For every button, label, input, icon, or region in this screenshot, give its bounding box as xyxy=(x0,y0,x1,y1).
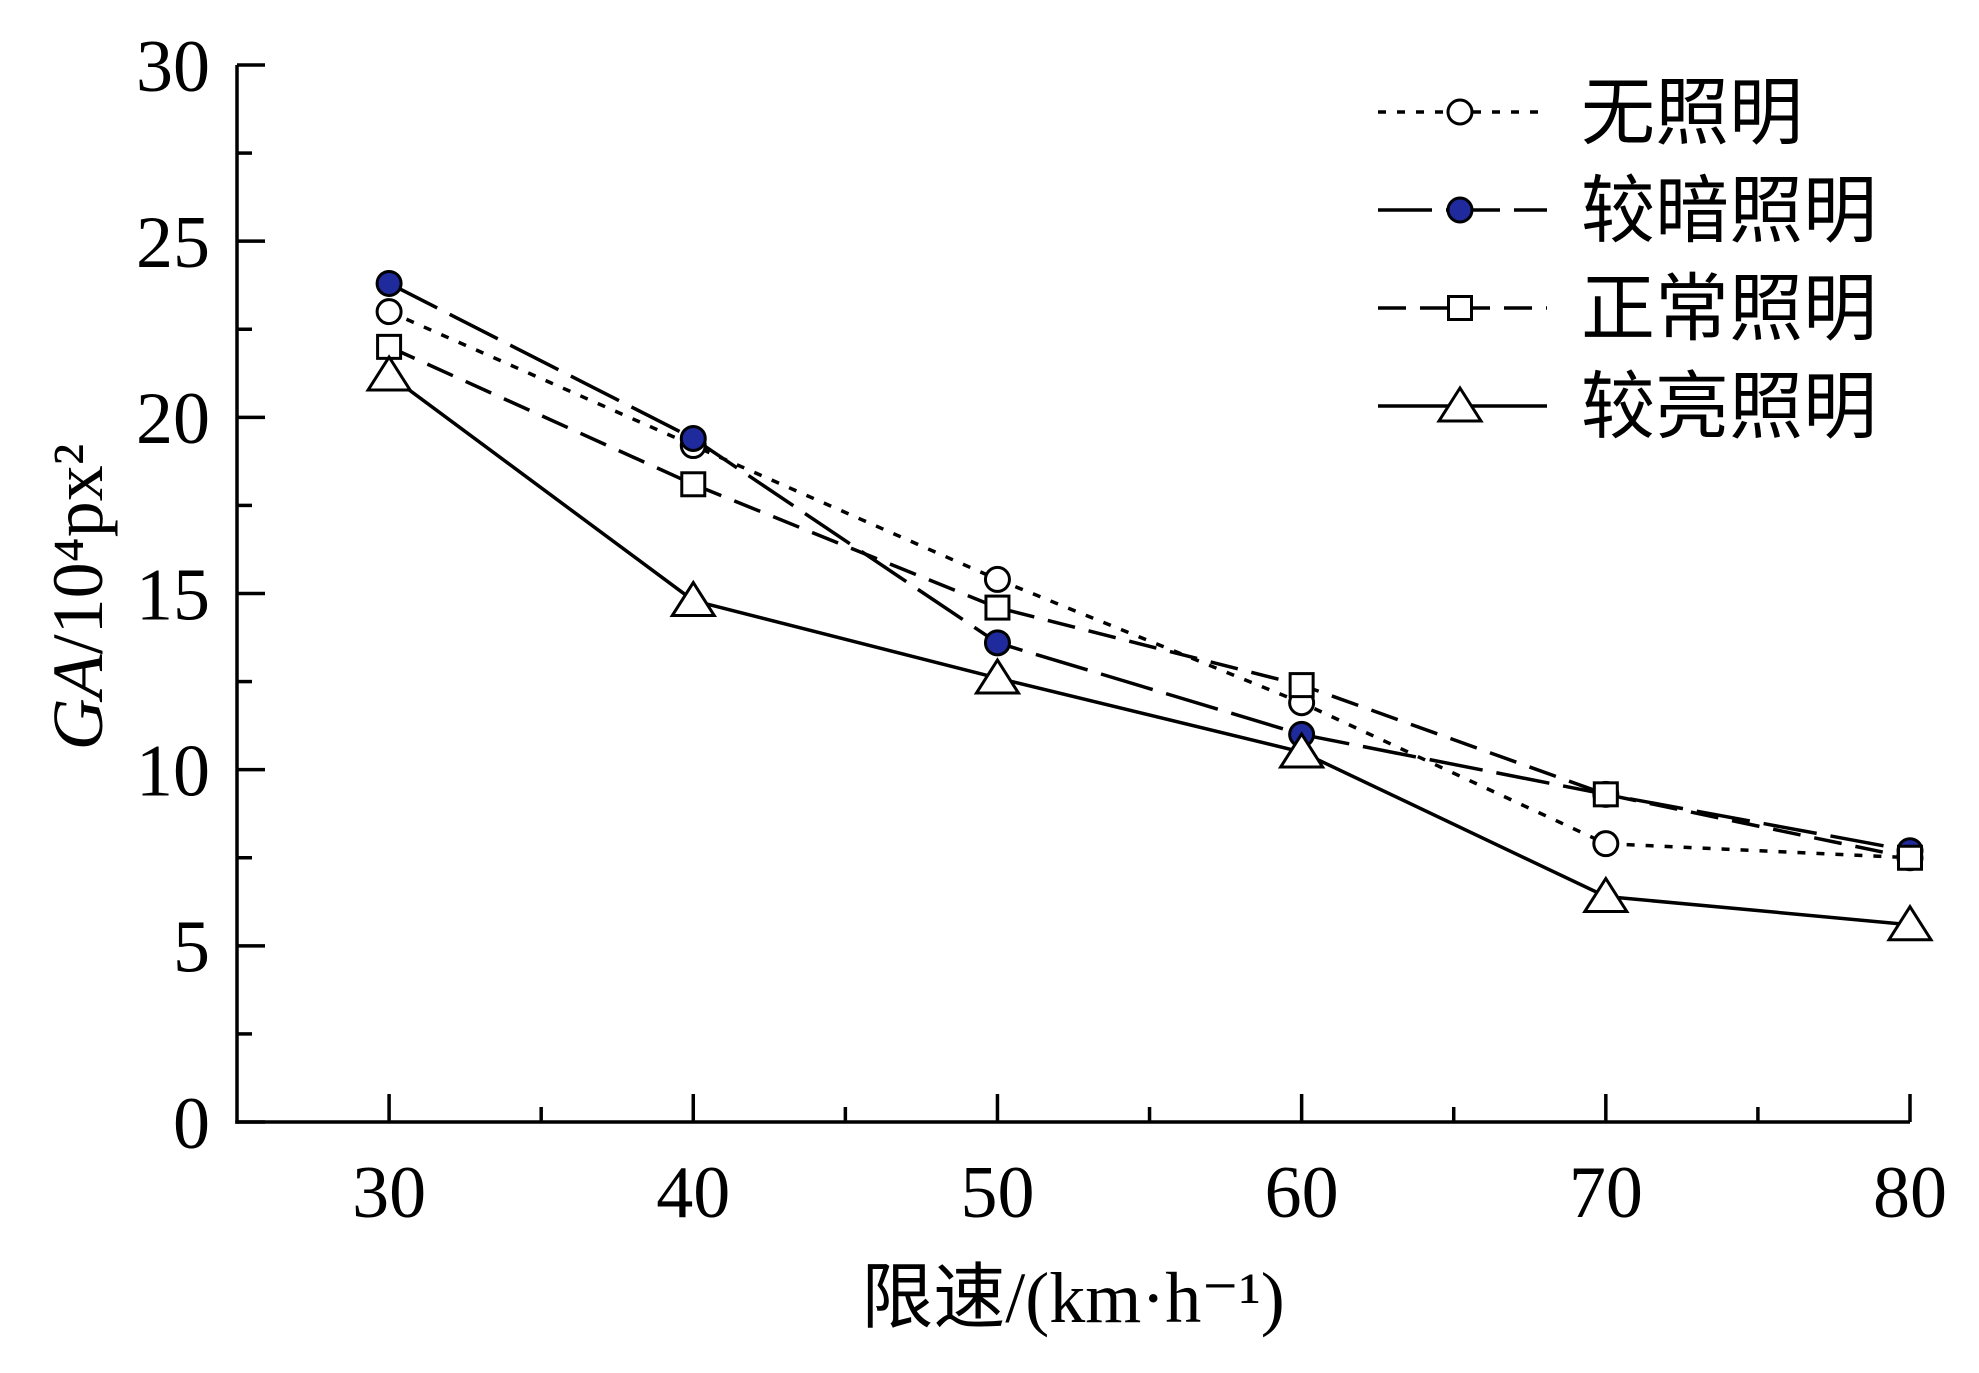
legend-label: 无照明 xyxy=(1581,73,1803,155)
y-tick-label: 25 xyxy=(136,202,210,284)
legend-label: 较暗照明 xyxy=(1581,171,1877,253)
x-tick-label: 60 xyxy=(1265,1152,1339,1234)
plot-series xyxy=(365,269,1934,942)
y-axis-label-unit: /10⁴px² xyxy=(38,444,118,655)
series-4-point xyxy=(1582,875,1630,914)
x-tick-label: 80 xyxy=(1873,1152,1947,1234)
series-4-point xyxy=(973,657,1022,695)
y-tick-label: 20 xyxy=(136,378,210,460)
series-1-point xyxy=(983,565,1011,593)
series-4-point xyxy=(365,354,413,392)
y-tick-label: 30 xyxy=(136,26,210,108)
y-tick-label: 0 xyxy=(173,1083,210,1165)
legend-item: 较亮照明 xyxy=(1378,367,1877,449)
x-axis-label: 限速/(km·h⁻¹) xyxy=(861,1258,1285,1338)
legend-marker xyxy=(1446,196,1474,224)
series-3-point xyxy=(1592,781,1619,808)
legend-label: 正常照明 xyxy=(1581,269,1877,351)
legend-item: 无照明 xyxy=(1378,73,1803,155)
series-4-point xyxy=(1886,903,1934,942)
legend-marker xyxy=(1436,385,1484,423)
y-tick-label: 5 xyxy=(173,907,210,989)
y-tick-label: 15 xyxy=(136,554,210,636)
series-4-point xyxy=(669,579,718,618)
legend-item: 正常照明 xyxy=(1378,269,1877,351)
y-tick-label: 10 xyxy=(136,731,210,813)
series-3-point xyxy=(984,594,1011,621)
x-tick-label: 50 xyxy=(960,1152,1034,1234)
axes: 0 5 10 15 20 25 30 30 40 50 60 70 80 xyxy=(136,26,1947,1234)
series-3-point xyxy=(680,471,707,498)
x-tick-label: 30 xyxy=(352,1152,426,1234)
series-2-point xyxy=(375,269,403,297)
legend-marker xyxy=(1447,295,1473,321)
series-3-point xyxy=(1897,844,1923,871)
series-3-point xyxy=(1288,672,1315,699)
x-tick-label: 70 xyxy=(1569,1152,1643,1234)
legend-marker xyxy=(1446,98,1474,126)
series-1-point xyxy=(1592,830,1620,858)
series-2-point xyxy=(679,424,707,452)
series-4-point xyxy=(1277,731,1326,769)
y-axis-label: GA/10⁴px² xyxy=(38,444,118,751)
series-2-point xyxy=(983,629,1011,657)
series-1-point xyxy=(375,298,403,326)
y-axis-label-variable: GA xyxy=(38,653,118,750)
series-3-line xyxy=(388,345,1911,860)
legend-label: 较亮照明 xyxy=(1581,367,1877,449)
x-tick-label: 40 xyxy=(656,1152,730,1234)
legend-item: 较暗照明 xyxy=(1378,171,1877,253)
series-4-line xyxy=(388,373,1911,927)
